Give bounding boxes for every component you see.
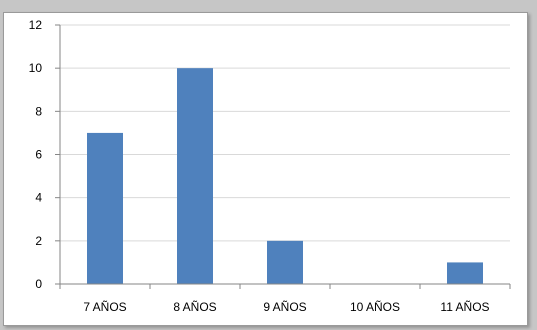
y-tick-label: 4 bbox=[35, 191, 42, 205]
y-tick-label: 12 bbox=[29, 18, 43, 32]
x-tick-label: 8 AÑOS bbox=[173, 300, 216, 314]
bar-2 bbox=[267, 240, 303, 284]
x-tick-label: 10 AÑOS bbox=[350, 300, 400, 314]
grid-lines bbox=[60, 24, 510, 242]
y-tick-labels: 0 2 4 6 8 10 12 bbox=[29, 18, 43, 291]
y-tick-label: 6 bbox=[35, 148, 42, 162]
y-tick-label: 0 bbox=[35, 277, 42, 291]
y-tick-label: 8 bbox=[35, 104, 42, 118]
bar-4 bbox=[447, 262, 483, 284]
x-tick-label: 9 AÑOS bbox=[263, 300, 306, 314]
y-tick-label: 2 bbox=[35, 234, 42, 248]
x-tick-label: 7 AÑOS bbox=[83, 300, 126, 314]
bar-0 bbox=[87, 132, 123, 284]
x-tick-label: 11 AÑOS bbox=[440, 300, 489, 314]
x-tick-labels: 7 AÑOS 8 AÑOS 9 AÑOS 10 AÑOS 11 AÑOS bbox=[83, 300, 489, 314]
bar-1 bbox=[177, 68, 213, 285]
y-tick-label: 10 bbox=[29, 61, 43, 75]
axes bbox=[55, 24, 511, 289]
bars bbox=[87, 68, 483, 285]
